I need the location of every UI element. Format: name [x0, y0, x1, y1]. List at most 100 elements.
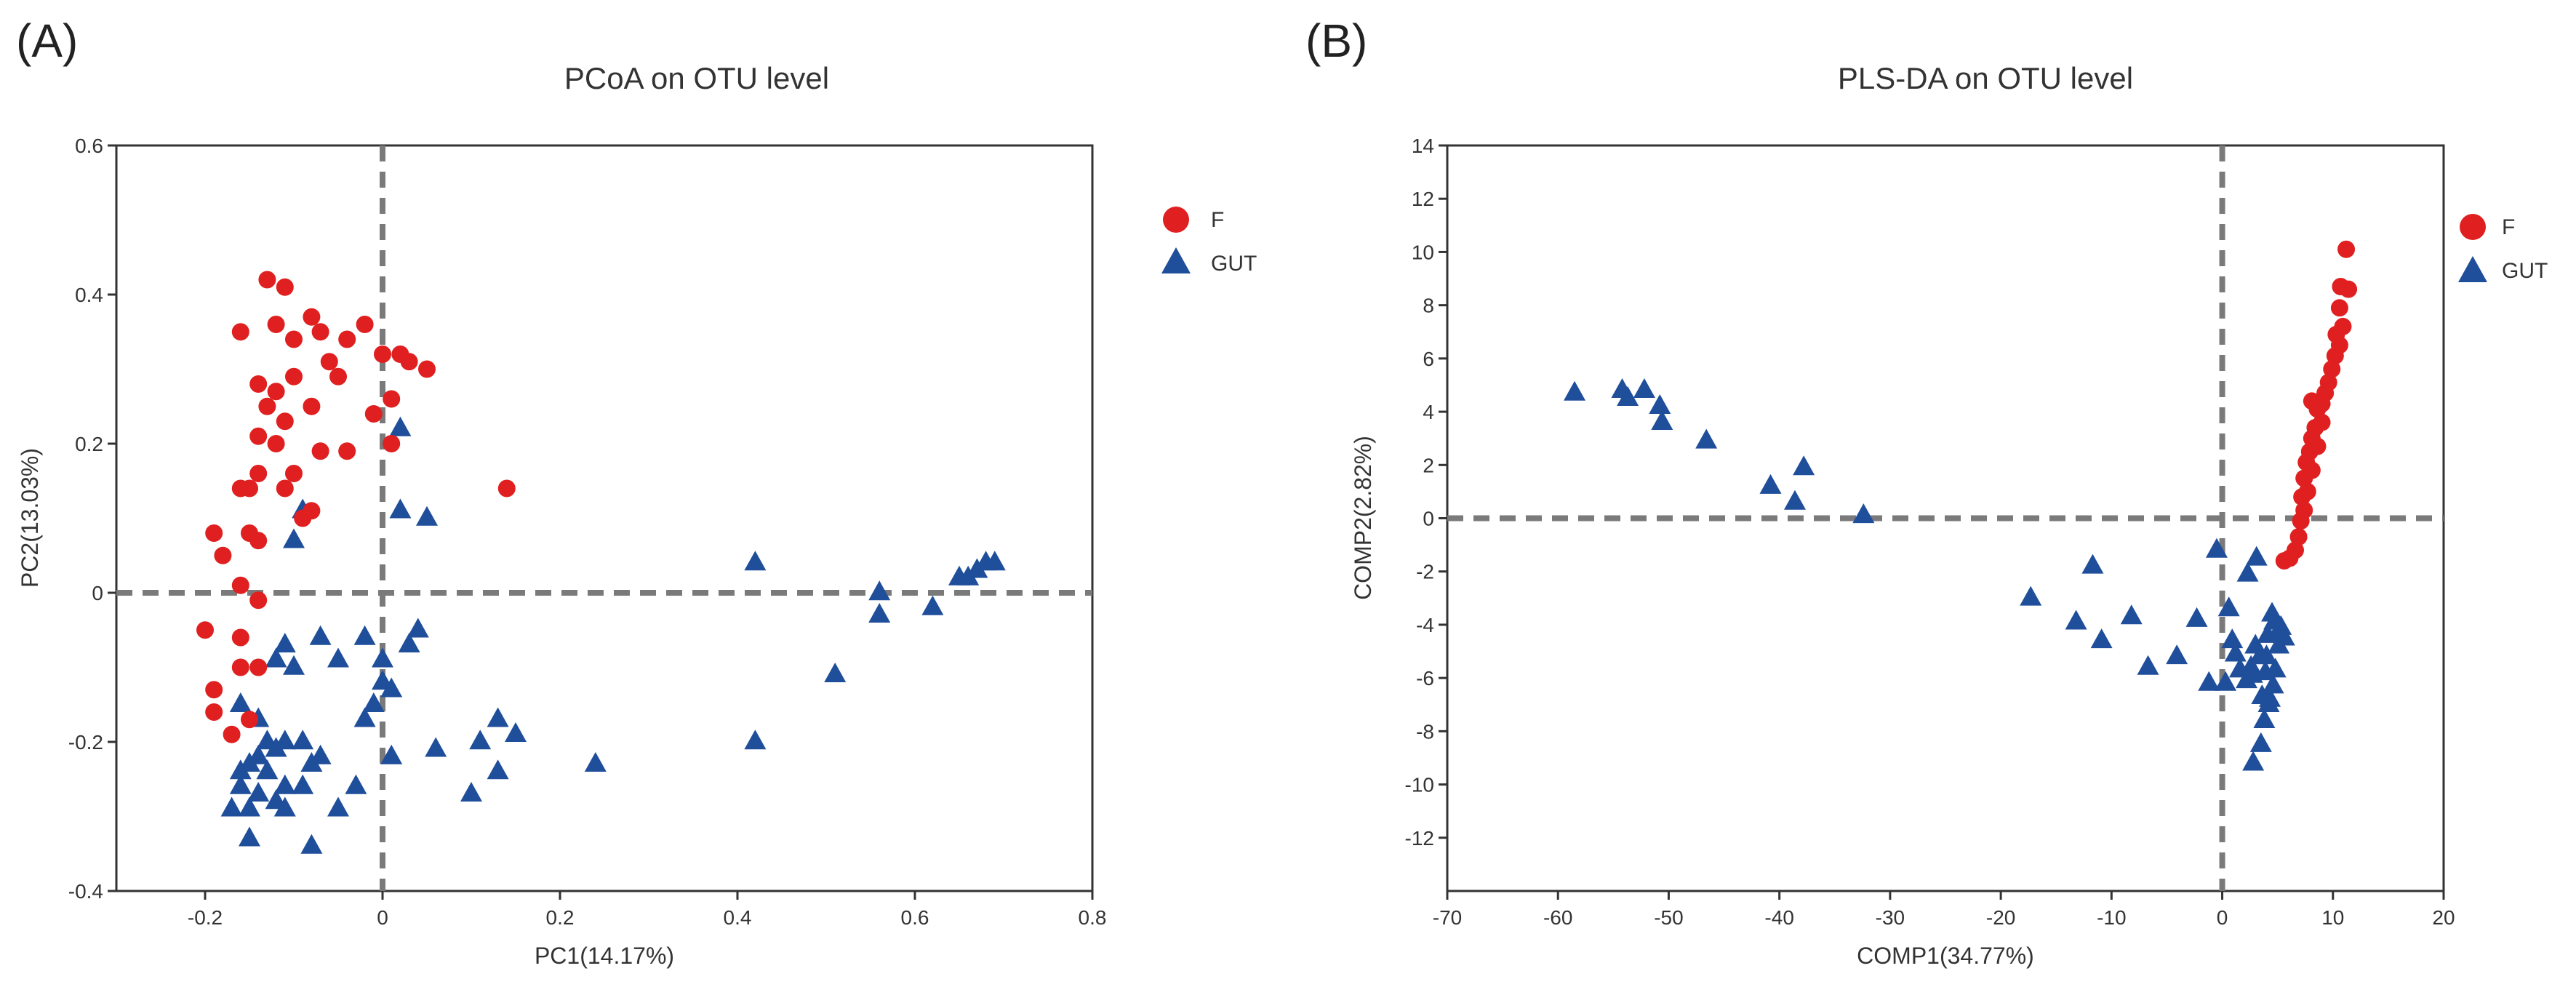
panel-a-x-tick-label: -0.2	[188, 906, 223, 929]
panel-a-point-f	[249, 465, 268, 482]
panel-a-y-tick-label: -0.4	[68, 880, 103, 903]
panel-a-point-f	[267, 383, 285, 401]
panel-b-x-tick-label: -60	[1543, 906, 1572, 929]
panel-a-x-axis-label: PC1(14.17%)	[535, 943, 674, 969]
panel-a-point-gut	[362, 692, 385, 713]
panel-b-point-gut	[2217, 596, 2240, 617]
panel-a-point-gut	[265, 737, 287, 757]
panel-a-point-f	[418, 360, 436, 378]
panel-a-x-tick-label: 0.2	[546, 906, 575, 929]
panel-a-point-gut	[487, 759, 509, 780]
panel-a-point-gut	[868, 580, 891, 601]
panel-a-point-f	[205, 524, 223, 542]
panel-a-legend: F GUT	[1161, 207, 1257, 276]
panel-b-point-gut	[2255, 644, 2278, 665]
panel-a-point-f	[231, 658, 249, 676]
panel-a-point-gut	[327, 647, 349, 668]
panel-a-point-f	[241, 711, 258, 729]
panel-a-point-gut	[744, 551, 767, 571]
panel-b-point-gut	[1564, 380, 1586, 401]
panel-b-point-gut	[2205, 538, 2228, 558]
panel-b-point-gut	[2253, 708, 2276, 728]
panel-b-y-tick-label: 0	[1423, 508, 1434, 530]
panel-b-y-tick-label: -6	[1416, 667, 1434, 690]
panel-b-point-gut	[1793, 455, 1815, 476]
panel-a-legend-f-label: F	[1211, 208, 1224, 232]
panel-a-point-f	[258, 397, 276, 415]
panel-b-point-gut	[2273, 626, 2295, 646]
panel-a-point-gut	[273, 774, 296, 794]
panel-a-point-f	[196, 621, 214, 639]
panel-a-legend-gut-label: GUT	[1211, 252, 1257, 276]
panel-b-legend-gut-label: GUT	[2502, 259, 2548, 283]
panel-b-y-tick-label: -4	[1416, 614, 1434, 636]
panel-b-title: PLS-DA on OTU level	[1838, 61, 2133, 95]
panel-a-point-gut	[292, 730, 314, 750]
panel-b-point-gut	[2198, 671, 2220, 691]
panel-b-point-gut	[2264, 658, 2287, 678]
panel-a-marks: -0.2 0 0.2 0.4 0.6 0.8 -0.4 -0.2 0 0.2 0.4 0.6	[68, 135, 1107, 929]
panel-a-point-gut	[505, 722, 527, 743]
panel-a-point-f	[249, 375, 268, 393]
panel-b-point-f	[2295, 469, 2313, 487]
panel-b-point-gut	[2244, 634, 2267, 654]
panel-a-point-f	[294, 509, 312, 527]
panel-b-y-tick-label: -2	[1416, 561, 1434, 583]
panel-a-point-f	[338, 442, 356, 460]
panel-b-y-tick-label: 6	[1423, 348, 1434, 370]
panel-b-point-gut	[2065, 610, 2087, 630]
panel-a-point-f	[231, 576, 249, 594]
panel-a-point-gut	[292, 774, 314, 794]
panel-a-point-gut	[584, 752, 607, 772]
panel-b-y-tick-label: 12	[1412, 188, 1434, 210]
panel-b-label: (B)	[1305, 15, 1367, 67]
panel-b-x-tick-label: 10	[2321, 906, 2344, 929]
panel-b-point-f	[2303, 392, 2321, 410]
panel-b-y-tick-label: 14	[1412, 135, 1434, 157]
panel-a-point-gut	[824, 663, 847, 683]
panel-b-y-tick-label: -12	[1405, 827, 1434, 850]
panel-a-point-gut	[425, 737, 447, 757]
panel-a-x-tick-label: 0.6	[901, 906, 929, 929]
panel-a-point-f	[241, 479, 258, 498]
panel-a-y-tick-label: 0.6	[75, 135, 103, 157]
panel-b-x-tick-label: -20	[1986, 906, 2015, 929]
panel-b-y-axis-label: COMP2(2.82%)	[1350, 436, 1376, 600]
panel-a-point-gut	[247, 782, 270, 802]
panel-b-point-f	[2292, 512, 2310, 530]
panel-a-point-f	[400, 353, 418, 371]
panel-a-point-gut	[372, 647, 393, 668]
panel-a-point-f	[285, 465, 303, 482]
panel-a-title: PCoA on OTU level	[564, 61, 829, 95]
panel-a-point-gut	[416, 506, 438, 526]
panel-a-point-gut	[229, 692, 252, 713]
panel-a-y-tick-label: -0.2	[68, 731, 103, 754]
panel-b-point-f	[2332, 278, 2350, 296]
panel-b-point-gut	[2020, 586, 2042, 606]
panel-b-x-tick-label: -70	[1433, 906, 1462, 929]
panel-a-point-gut	[380, 744, 403, 764]
panel-a-point-gut	[407, 618, 429, 638]
panel-a-point-f	[374, 345, 391, 363]
panel-a-point-gut	[398, 633, 420, 653]
panel-a-point-f	[249, 658, 268, 676]
panel-a-legend-gut-marker	[1161, 247, 1191, 273]
panel-b-x-tick-label: -40	[1764, 906, 1793, 929]
panel-b-legend-f-label: F	[2502, 215, 2515, 239]
panel-a-point-f	[303, 308, 321, 326]
panel-b-point-f	[2326, 347, 2344, 365]
panel-a-point-gut	[389, 498, 412, 519]
panel-a-point-gut	[265, 647, 287, 668]
panel-a-point-gut	[283, 655, 305, 675]
panel-a-x-tick-label: 0.8	[1079, 906, 1107, 929]
panel-a-point-gut	[469, 730, 492, 750]
panel-a-point-f	[249, 532, 268, 550]
panel-b-point-gut	[1651, 409, 1673, 430]
panel-a-point-gut	[744, 730, 767, 750]
panel-a-point-gut	[389, 416, 412, 436]
panel-b-point-gut	[2257, 692, 2280, 713]
panel-a-point-gut	[353, 625, 376, 645]
panel-a-point-f	[285, 330, 303, 348]
panel-a-point-gut	[309, 625, 332, 645]
